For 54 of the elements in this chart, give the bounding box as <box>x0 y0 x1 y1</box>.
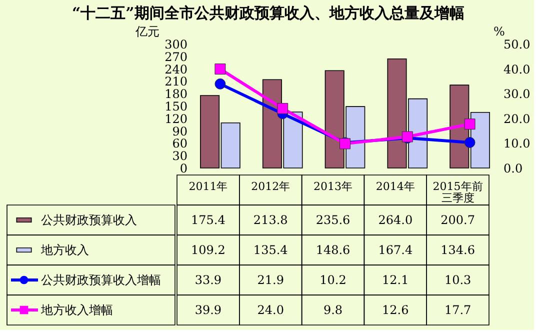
y-tick-label: 30 <box>172 149 188 164</box>
y-tick-label: 270 <box>164 50 188 64</box>
data-label: 21.9 <box>257 273 284 287</box>
data-label: 24.0 <box>257 303 284 317</box>
legend-label: 地方收入增幅 <box>40 303 113 317</box>
data-label: 12.1 <box>382 273 409 287</box>
point <box>277 102 288 114</box>
x-tick-label: 2012年 <box>251 180 290 193</box>
data-label: 235.6 <box>316 213 350 227</box>
x-tick-label: 2013年 <box>314 180 352 193</box>
data-label: 167.4 <box>378 243 413 257</box>
data-label: 134.6 <box>440 243 475 257</box>
y-tick-label: 180 <box>164 87 188 102</box>
y2-tick-label: 10.0 <box>504 136 530 151</box>
data-label: 213.8 <box>253 213 288 227</box>
x-tick-label: 2015年前三季度 <box>432 180 483 204</box>
data-label: 264.0 <box>378 213 413 227</box>
y-tick-label: 150 <box>164 100 188 114</box>
data-label: 109.2 <box>191 243 226 257</box>
y2-tick-label: 40.0 <box>504 62 530 76</box>
legend-label: 公共财政预算收入 <box>41 213 137 227</box>
y-tick-label: 90 <box>172 124 188 138</box>
data-label: 9.8 <box>323 303 343 317</box>
y-axis-title: 亿元 <box>134 24 160 38</box>
data-label: 200.7 <box>440 213 475 227</box>
x-tick-label: 2011年 <box>188 180 228 193</box>
y-tick-label: 210 <box>164 74 188 89</box>
y2-axis-title: % <box>494 24 505 38</box>
y-tick-label: 300 <box>164 38 188 52</box>
y-tick-label: 0 <box>180 162 188 176</box>
y-tick-label: 120 <box>164 112 188 126</box>
chart-title: “十二五”期间全市公共财政预算收入、地方收入总量及增幅 <box>72 4 464 22</box>
y2-tick-label: 0.0 <box>504 162 523 176</box>
y-tick-label: 60 <box>172 136 188 151</box>
data-label: 10.3 <box>444 273 472 287</box>
data-label: 39.9 <box>194 303 222 317</box>
data-label: 12.6 <box>382 303 409 317</box>
data-label: 175.4 <box>191 213 226 227</box>
point <box>214 64 226 75</box>
data-label: 33.9 <box>194 273 222 287</box>
y2-tick-label: 30.0 <box>504 87 530 102</box>
y-tick-label: 240 <box>164 62 188 76</box>
data-label: 148.6 <box>316 243 350 257</box>
point <box>464 118 476 130</box>
y2-tick-label: 20.0 <box>504 112 530 126</box>
legend-label: 地方收入 <box>40 243 89 257</box>
x-tick-label: 2014年 <box>376 180 415 193</box>
data-label: 17.7 <box>444 303 472 317</box>
point <box>214 78 226 90</box>
point <box>464 136 476 148</box>
data-label: 10.2 <box>320 273 346 287</box>
y2-tick-label: 50.0 <box>504 38 530 52</box>
legend-label: 公共财政预算收入增幅 <box>41 273 161 287</box>
data-label: 135.4 <box>253 243 288 257</box>
